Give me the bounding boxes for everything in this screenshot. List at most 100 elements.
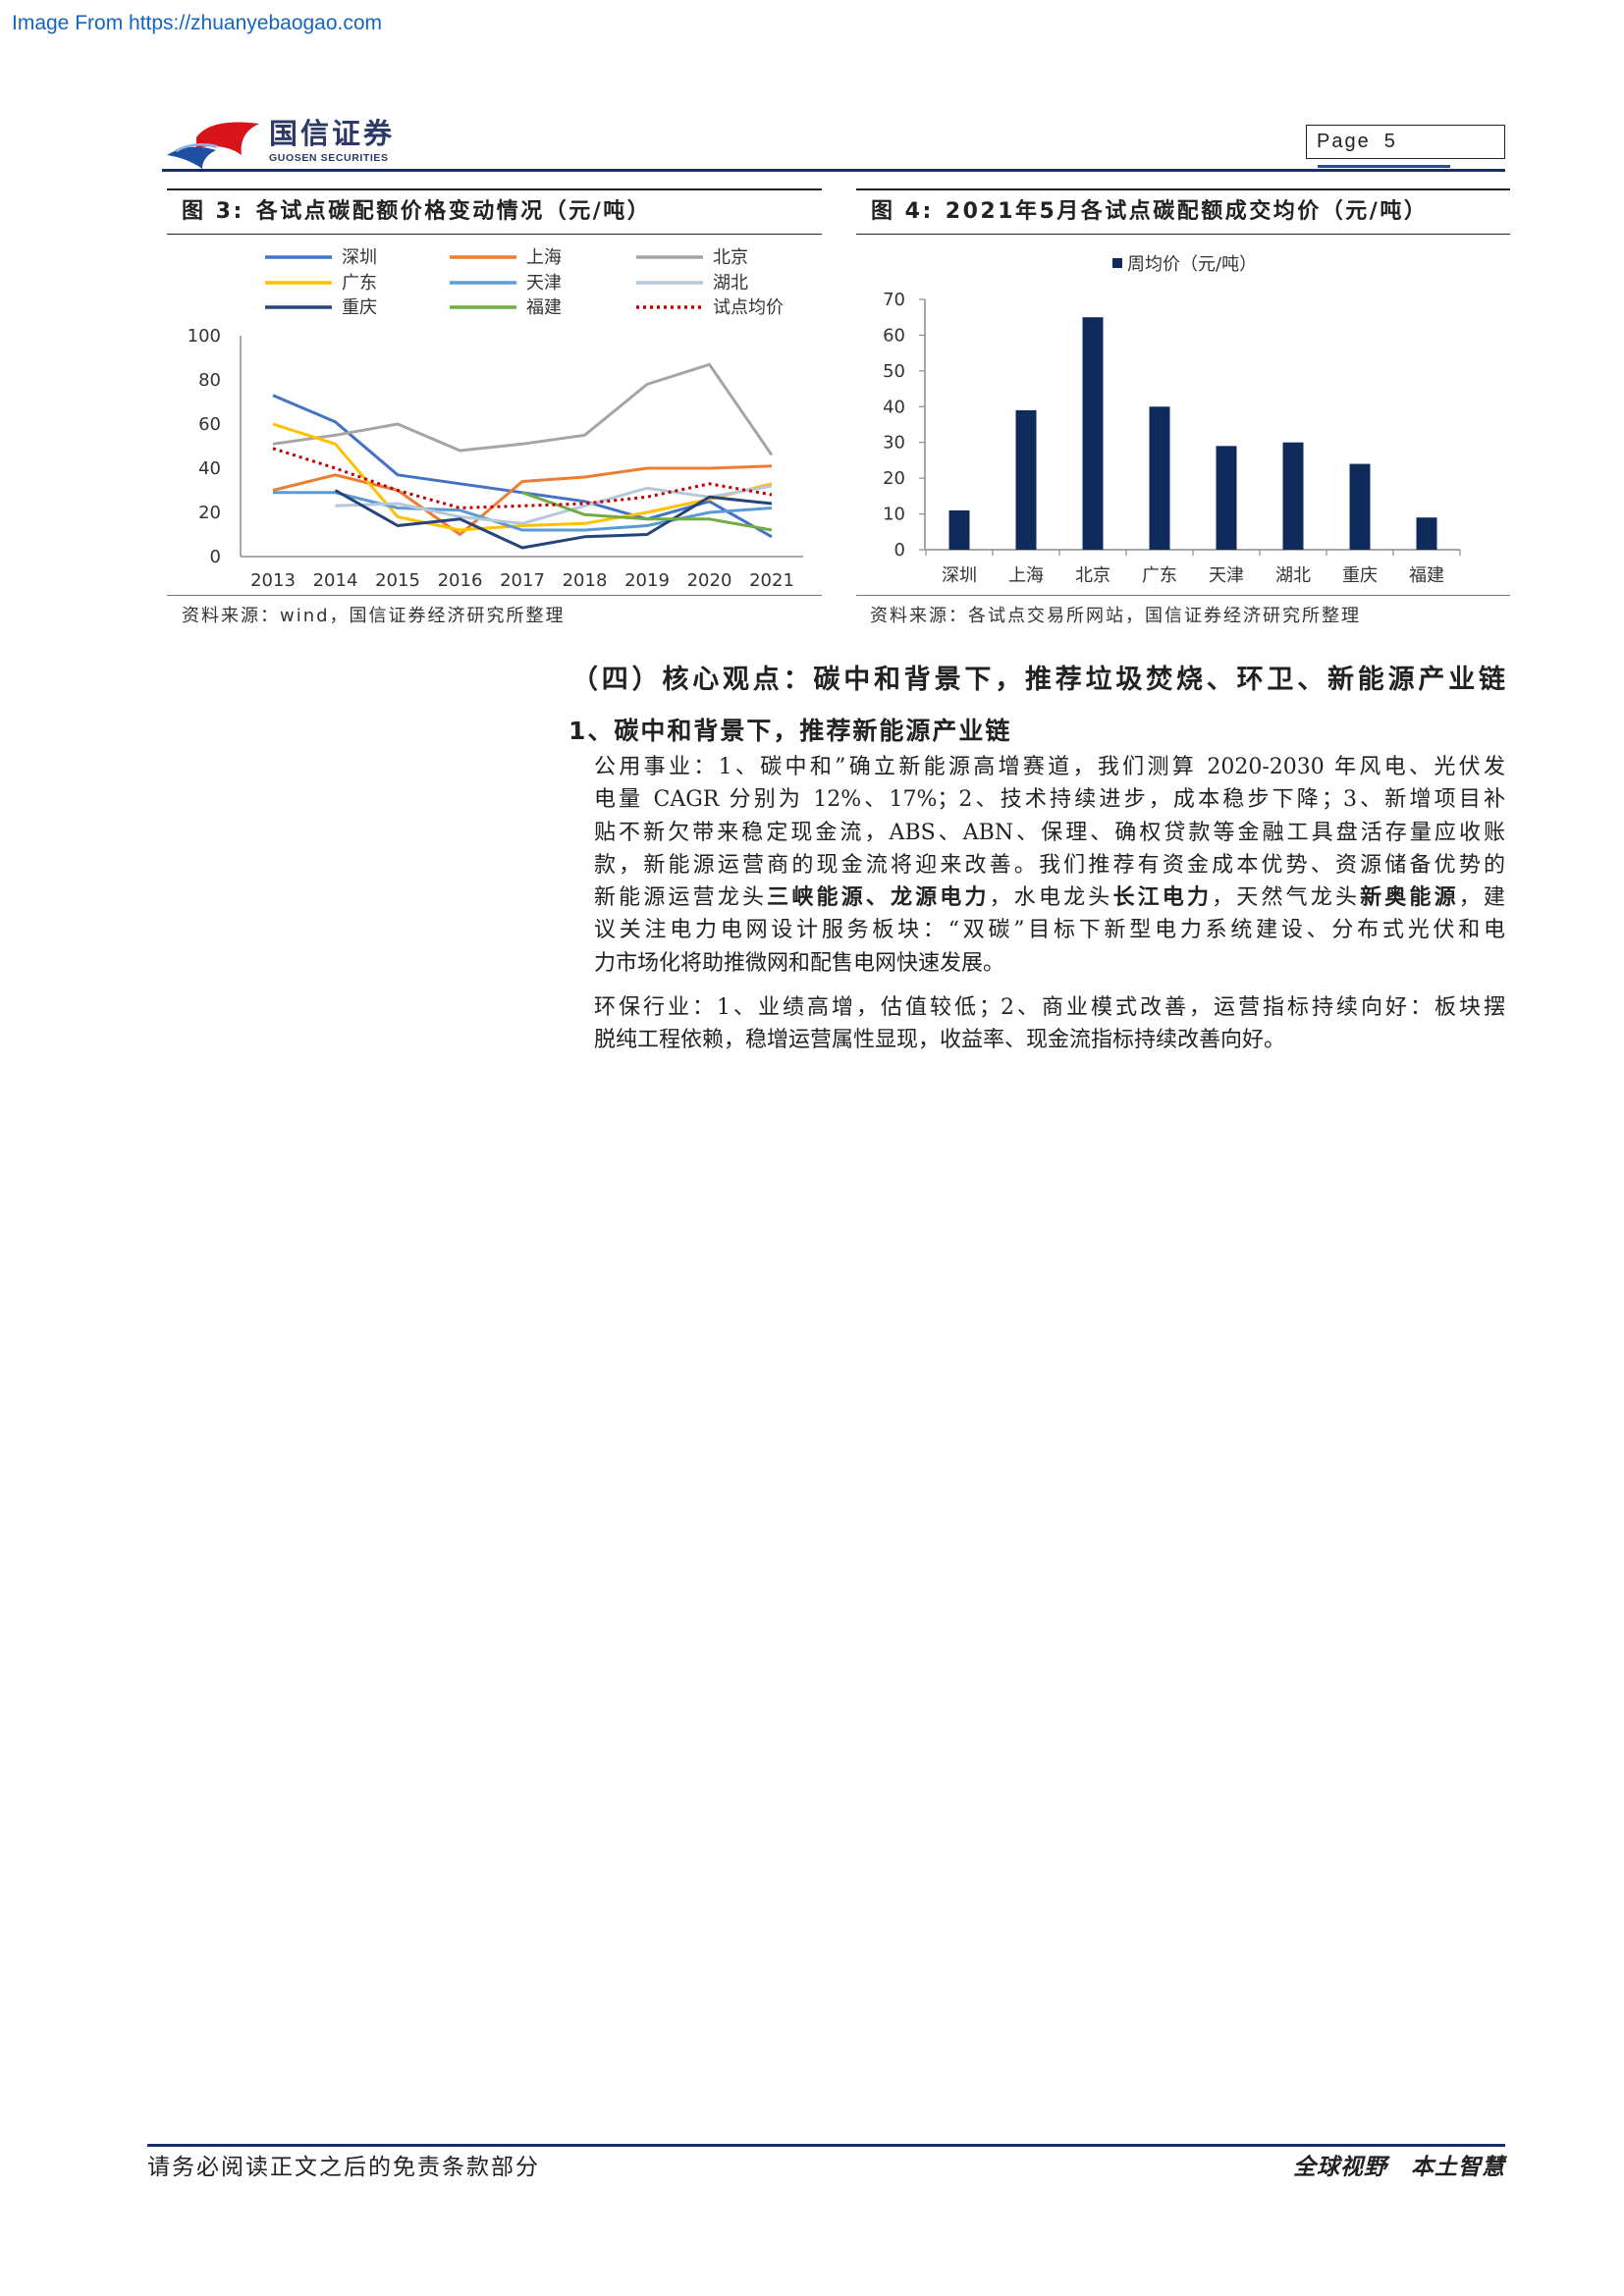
y-tick-label: 0 xyxy=(210,547,221,567)
text-line: 脱纯工程依赖，稳增运营属性显现，收益率、现金流指标持续改善向好。 xyxy=(594,1024,1505,1056)
figure-bottom-rule xyxy=(856,595,1510,596)
header-accent-bar xyxy=(1318,165,1450,168)
source-watermark: Image From https://zhuanyebaogao.com xyxy=(12,10,382,37)
x-tick-label: 北京 xyxy=(1075,565,1110,586)
figure-number: 图 4: xyxy=(871,199,934,224)
bar-1 xyxy=(949,510,970,550)
y-tick-label: 60 xyxy=(883,325,905,346)
legend-label: 深圳 xyxy=(342,247,377,268)
bar-8 xyxy=(1417,517,1437,550)
bar-7 xyxy=(1350,464,1371,550)
x-tick-label: 2013 xyxy=(250,570,296,591)
bar-4 xyxy=(1150,406,1170,550)
legend-label: 周均价（元/吨） xyxy=(1127,254,1257,275)
legend-label: 重庆 xyxy=(342,297,377,318)
figure-caption: 2021年5月各试点碳配额成交均价（元/吨） xyxy=(946,199,1429,224)
x-tick-label: 2019 xyxy=(624,570,670,591)
footer-rule xyxy=(147,2144,1505,2147)
legend-label: 北京 xyxy=(713,247,748,268)
header-rule xyxy=(162,169,1505,172)
text-run: ，建 xyxy=(1459,885,1505,910)
bar-chart: 0 10 20 30 40 50 60 70 深圳 上海 北京 广东 天津 湖北 重庆 福建 周均价（元/吨） xyxy=(856,237,1510,595)
section-heading: （四）核心观点：碳中和背景下，推荐垃圾焚烧、环卫、新能源产业链 xyxy=(571,664,1505,697)
x-tick-label: 天津 xyxy=(1209,565,1244,586)
footer-slogan: 全球视野 本土智慧 xyxy=(1211,2154,1505,2181)
legend-label: 试点均价 xyxy=(713,297,784,318)
x-tick-label: 2021 xyxy=(749,570,794,591)
line-chart: 0 20 40 60 80 100 2013 2014 2015 2016 2017 2018 2019… xyxy=(167,237,822,595)
figure-caption: 各试点碳配额价格变动情况（元/吨） xyxy=(256,199,652,224)
logo-english-name: GUOSEN SECURITIES xyxy=(269,152,389,164)
x-tick-label: 重庆 xyxy=(1342,565,1378,586)
legend-swatch xyxy=(1112,258,1122,268)
y-tick-label: 40 xyxy=(198,458,221,479)
stock-recommendation: 长江电力 xyxy=(1112,885,1212,910)
text-run: 新能源运营龙头 xyxy=(594,885,767,910)
text-line: 力市场化将助推微网和配售电网快速发展。 xyxy=(594,947,1505,980)
y-tick-label: 100 xyxy=(188,326,221,347)
legend-label: 上海 xyxy=(526,247,562,268)
y-tick-label: 30 xyxy=(883,433,905,454)
text-line: 公用事业：1、碳中和”确立新能源高增赛道，我们测算 2020-2030 年风电、… xyxy=(594,751,1505,783)
x-tick-label: 2018 xyxy=(563,570,608,591)
text-line: 款，新能源运营商的现金流将迎来改善。我们推荐有资金成本优势、资源储备优势的 xyxy=(594,849,1505,881)
x-tick-label: 2020 xyxy=(687,570,732,591)
y-tick-label: 70 xyxy=(883,290,905,310)
y-tick-label: 20 xyxy=(198,503,221,523)
page-indicator: Page 5 xyxy=(1306,125,1505,159)
paragraph-environmental: 环保行业：1、业绩高增，估值较低；2、商业模式改善，运营指标持续向好：板块摆 脱… xyxy=(594,991,1505,1057)
bar-5 xyxy=(1217,446,1237,550)
y-tick-label: 40 xyxy=(883,397,905,417)
x-tick-label: 广东 xyxy=(1142,565,1177,586)
guosen-logo-icon xyxy=(167,118,261,169)
y-tick-label: 20 xyxy=(883,468,905,489)
x-tick-label: 福建 xyxy=(1409,565,1444,586)
figure-4-avg-price: 图 4: 2021年5月各试点碳配额成交均价（元/吨） 0 10 20 30 40 50 60… xyxy=(856,188,1510,597)
legend-label: 福建 xyxy=(526,297,562,318)
y-tick-label: 0 xyxy=(894,540,905,561)
y-tick-label: 80 xyxy=(198,370,221,391)
figure-3-price-trend: 图 3: 各试点碳配额价格变动情况（元/吨） 0 20 40 60 80 100 2013 20… xyxy=(167,188,822,597)
figure-source-note: 资料来源：wind，国信证券经济研究所整理 xyxy=(182,605,566,628)
text-run: ，水电龙头 xyxy=(990,885,1113,910)
stock-recommendation: 新奥能源 xyxy=(1360,885,1459,910)
x-tick-label: 上海 xyxy=(1008,565,1044,586)
figure-source-note: 资料来源：各试点交易所网站，国信证券经济研究所整理 xyxy=(870,605,1361,628)
x-tick-label: 2014 xyxy=(313,570,358,591)
logo-chinese-name: 国信证券 xyxy=(269,116,395,151)
y-tick-label: 60 xyxy=(198,414,221,435)
slogan-part: 本土智慧 xyxy=(1411,2154,1505,2180)
figure-title: 图 4: 2021年5月各试点碳配额成交均价（元/吨） xyxy=(856,188,1510,235)
stock-recommendation: 三峡能源、龙源电力 xyxy=(767,885,989,910)
text-run: ，天然气龙头 xyxy=(1212,885,1360,910)
figure-title: 图 3: 各试点碳配额价格变动情况（元/吨） xyxy=(167,188,822,235)
text-line: 贴不新欠带来稳定现金流，ABS、ABN、保理、确权贷款等金融工具盘活存量应收账 xyxy=(594,817,1505,849)
x-tick-label: 深圳 xyxy=(942,565,977,586)
text-line: 电量 CAGR 分别为 12%、17%；2、技术持续进步，成本稳步下降；3、新增… xyxy=(594,783,1505,816)
legend-label: 广东 xyxy=(342,273,377,294)
text-line: 议关注电力电网设计服务板块：“双碳”目标下新型电力系统建设、分布式光伏和电 xyxy=(594,914,1505,946)
subsection-heading: 1、碳中和背景下，推荐新能源产业链 xyxy=(568,716,1011,747)
x-tick-label: 湖北 xyxy=(1275,565,1311,586)
legend-label: 天津 xyxy=(526,273,562,294)
y-tick-label: 10 xyxy=(883,505,905,525)
series-line-3 xyxy=(273,364,772,454)
footer-disclaimer: 请务必阅读正文之后的免责条款部分 xyxy=(147,2154,540,2181)
figure-number: 图 3: xyxy=(182,199,244,224)
paragraph-utilities: 公用事业：1、碳中和”确立新能源高增赛道，我们测算 2020-2030 年风电、… xyxy=(594,751,1505,980)
x-tick-label: 2016 xyxy=(438,570,483,591)
figure-bottom-rule xyxy=(167,595,822,596)
text-line: 环保行业：1、业绩高增，估值较低；2、商业模式改善，运营指标持续向好：板块摆 xyxy=(594,991,1505,1024)
legend-label: 湖北 xyxy=(713,273,748,294)
bar-3 xyxy=(1083,317,1104,550)
text-line: 新能源运营龙头三峡能源、龙源电力，水电龙头长江电力，天然气龙头新奥能源，建 xyxy=(594,881,1505,914)
bar-6 xyxy=(1283,443,1304,550)
slogan-part: 全球视野 xyxy=(1293,2154,1387,2180)
x-tick-label: 2015 xyxy=(375,570,420,591)
bar-2 xyxy=(1016,410,1037,550)
page-label: Page xyxy=(1317,131,1371,152)
company-logo: 国信证券 GUOSEN SECURITIES xyxy=(167,116,403,169)
y-tick-label: 50 xyxy=(883,361,905,382)
x-tick-label: 2017 xyxy=(500,570,545,591)
page-number: 5 xyxy=(1384,131,1397,152)
